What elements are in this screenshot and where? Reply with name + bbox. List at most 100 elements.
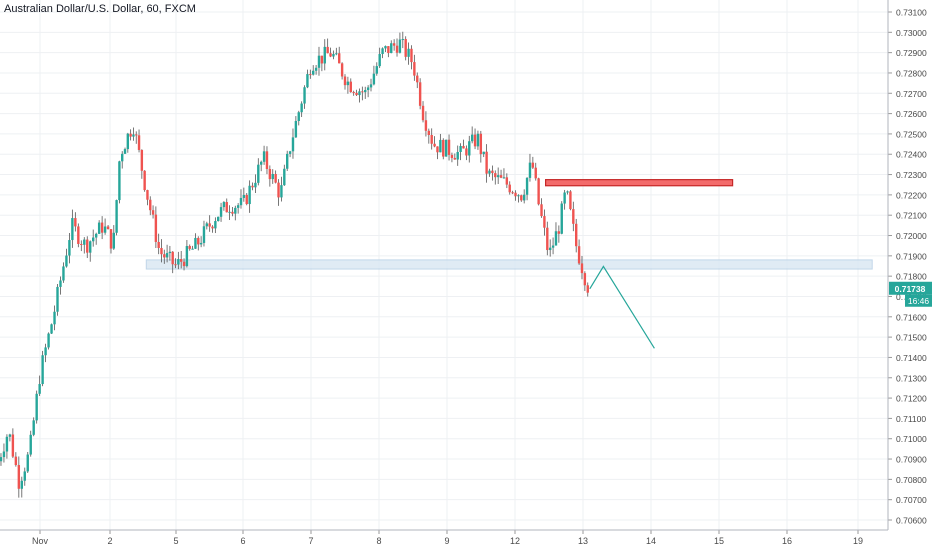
grid [0,0,888,530]
candle-body [154,214,158,242]
candle-body [47,333,50,348]
candle-body [239,197,243,206]
candle-body [470,134,474,142]
candle-body [300,103,303,113]
candle-body [320,55,324,64]
candle-body [444,139,448,157]
y-tick-label: 0.71100 [896,414,926,424]
candle-body [476,133,480,147]
candle-body [8,434,12,437]
x-tick-label: 16 [782,536,792,546]
candle-body [404,39,407,57]
candle-body [375,66,378,74]
candle-body [453,157,457,160]
candle-body [71,218,74,241]
candle-body [100,222,104,233]
candle-body [309,74,312,76]
candle-body [182,261,186,267]
candle-body [502,177,506,179]
candle-body [103,226,107,233]
candle-body [508,184,511,193]
x-tick-label: 13 [578,536,588,546]
candle-body [68,240,71,256]
y-tick-label: 0.72900 [896,48,927,58]
candle-body [262,151,266,162]
y-tick-label: 0.71000 [896,434,927,444]
candle-body [413,62,416,76]
candle-body [583,273,587,286]
candle-body [254,182,257,188]
candle-body [146,190,149,200]
candle-body [390,43,393,54]
candle-body [395,45,399,53]
candle-body [283,168,286,186]
candle-body [259,161,263,165]
y-tick-label: 0.72400 [896,150,927,160]
candle-body [163,254,166,258]
y-tick-label: 0.70900 [896,455,927,465]
candle-body [23,471,26,481]
candle-body [505,177,509,185]
candle-body [482,151,485,155]
candle-body [137,135,141,150]
candle-body [520,195,523,201]
axes: 0.73100 0.73000 0.72900 0.72800 0.72700 0.726… [0,0,927,546]
candle-body [194,237,197,249]
candle-body [528,162,532,178]
candle-body [297,112,300,121]
candle-body [580,263,584,274]
candle-body [132,134,135,137]
candle-body [335,53,338,55]
candle-body [26,454,29,472]
candle-body [569,191,572,210]
candle-body [157,241,160,248]
candle-body [314,67,318,71]
candle-body [442,139,445,157]
candle-body [346,81,350,86]
candle-body [251,185,254,188]
y-tick-label: 0.70700 [896,495,927,505]
y-tick-label: 0.72200 [896,190,927,200]
candle-body [288,151,292,154]
candle-body [208,223,211,227]
candle-body [430,134,433,144]
candle-body [77,226,80,244]
candle-body [38,384,41,394]
y-tick-label: 0.73100 [896,8,927,18]
candle-body [343,76,347,86]
y-tick-label: 0.72600 [896,109,927,119]
candle-body [534,167,537,179]
candle-body [551,245,555,248]
candle-body [160,247,163,255]
candle-body [392,43,396,46]
candle-body [2,451,6,458]
y-tick-label: 0.71900 [896,251,927,261]
candle-body [577,246,581,264]
candle-body [378,54,381,67]
x-tick-label: 6 [240,536,245,546]
candle-body [543,216,546,228]
candle-body [554,231,558,246]
candle-body [245,194,248,205]
y-tick-label: 0.71600 [896,312,927,322]
candle-body [94,233,98,238]
candle-body [80,243,83,245]
candle-body [234,207,237,214]
candle-body [517,195,520,197]
candle-body [41,355,44,385]
candle-body [473,134,477,147]
candle-body [450,154,454,158]
x-tick-label: 15 [714,536,724,546]
y-tick-label: 0.70600 [896,516,927,526]
candle-body [494,173,497,178]
candle-body [59,280,62,287]
candle-body [199,242,203,245]
candle-body [485,151,488,174]
x-tick-label: Nov [32,536,49,546]
x-tick-label: 7 [308,536,313,546]
candle-body [294,120,298,138]
candle-body [222,202,226,208]
candle-body [338,53,341,64]
